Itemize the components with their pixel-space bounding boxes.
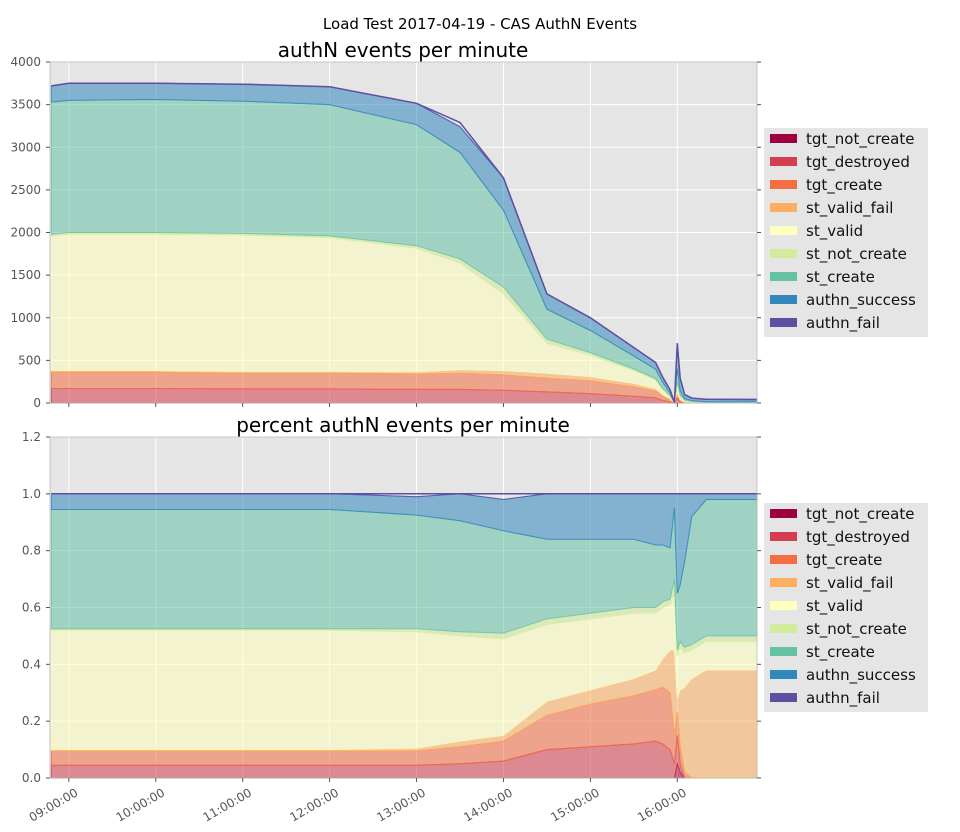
legend-label-authn-success: authn_success	[806, 291, 916, 310]
x-tick-label: 10:00:00	[114, 785, 168, 824]
legend-swatch-st-valid	[770, 601, 797, 610]
y-tick-label: 0	[33, 396, 41, 410]
legend-swatch-st-valid	[770, 226, 797, 235]
x-tick-label: 13:00:00	[374, 785, 428, 824]
y-tick-label: 3000	[10, 140, 41, 154]
y-tick-label: 3500	[10, 98, 41, 112]
legend-label-tgt-destroyed: tgt_destroyed	[806, 153, 910, 172]
legend-swatch-st-not-create	[770, 624, 797, 633]
y-tick-label: 1.0	[22, 487, 41, 501]
legend-label-st-not-create: st_not_create	[806, 620, 907, 639]
legend-swatch-tgt-destroyed	[770, 157, 797, 166]
legend-label-st-valid-fail: st_valid_fail	[806, 574, 893, 593]
series-area-authn-fail	[51, 493, 757, 501]
legend-label-st-not-create: st_not_create	[806, 245, 907, 264]
legend-swatch-st-create	[770, 272, 797, 281]
legend-label-tgt-create: tgt_create	[806, 176, 882, 195]
y-tick-label: 0.8	[22, 544, 41, 558]
y-tick-label: 2500	[10, 183, 41, 197]
legend-swatch-tgt-not-create	[770, 509, 797, 518]
y-tick-label: 0.6	[22, 601, 41, 615]
legend-label-authn-success: authn_success	[806, 666, 916, 685]
x-tick-label: 12:00:00	[287, 785, 341, 824]
legend-swatch-st-create	[770, 647, 797, 656]
legend-swatch-tgt-destroyed	[770, 532, 797, 541]
legend-label-tgt-create: tgt_create	[806, 551, 882, 570]
y-tick-label: 0.4	[22, 657, 41, 671]
legend-label-st-valid: st_valid	[806, 597, 863, 616]
legend-label-st-valid: st_valid	[806, 222, 863, 241]
y-tick-label: 2000	[10, 226, 41, 240]
y-tick-label: 4000	[10, 55, 41, 69]
chart-percent-events-per-minute: percent authN events per minute 0.0 0.2 0.…	[22, 413, 928, 825]
figure-title: Load Test 2017-04-19 - CAS AuthN Events	[323, 15, 637, 33]
legend-swatch-st-valid-fail	[770, 578, 797, 587]
chart-events-per-minute: authN events per minute 0 500 1000 1500 2000…	[10, 38, 928, 410]
legend-label-tgt-not-create: tgt_not_create	[806, 130, 914, 149]
y-tick-label: 1000	[10, 311, 41, 325]
legend-label-authn-fail: authn_fail	[806, 314, 880, 333]
chart-title: authN events per minute	[278, 38, 529, 62]
y-tick-label: 500	[18, 353, 41, 367]
legend-label-tgt-destroyed: tgt_destroyed	[806, 528, 910, 547]
y-tick-label: 1.2	[22, 430, 41, 444]
y-tick-label: 1500	[10, 268, 41, 282]
x-tick-label: 14:00:00	[461, 785, 515, 824]
legend-label-st-create: st_create	[806, 268, 875, 287]
legend-label-st-valid-fail: st_valid_fail	[806, 199, 893, 218]
total-line	[51, 82, 758, 403]
legend-label-st-create: st_create	[806, 643, 875, 662]
legend-swatch-authn-success	[770, 295, 797, 304]
legend-swatch-tgt-not-create	[770, 134, 797, 143]
legend: tgt_not_create tgt_destroyed tgt_create st_…	[764, 128, 928, 337]
stacked-areas	[50, 493, 758, 779]
legend-swatch-st-valid-fail	[770, 203, 797, 212]
legend-swatch-tgt-create	[770, 555, 797, 564]
legend-swatch-st-not-create	[770, 249, 797, 258]
chart-title: percent authN events per minute	[236, 413, 570, 437]
y-tick-label: 0.0	[22, 771, 41, 785]
legend-label-tgt-not-create: tgt_not_create	[806, 505, 914, 524]
legend-swatch-tgt-create	[770, 180, 797, 189]
legend-swatch-authn-success	[770, 670, 797, 679]
series-area-authn-fail	[51, 82, 757, 403]
x-tick-label: 11:00:00	[201, 785, 255, 824]
legend-swatch-authn-fail	[770, 318, 797, 327]
legend: tgt_not_create tgt_destroyed tgt_create st_…	[764, 503, 928, 712]
legend-label-authn-fail: authn_fail	[806, 689, 880, 708]
x-tick-label: 15:00:00	[548, 785, 602, 824]
legend-swatch-authn-fail	[770, 693, 797, 702]
x-tick-label: 09:00:00	[27, 785, 81, 824]
y-tick-label: 0.2	[22, 714, 41, 728]
x-tick-label: 16:00:00	[635, 785, 689, 824]
